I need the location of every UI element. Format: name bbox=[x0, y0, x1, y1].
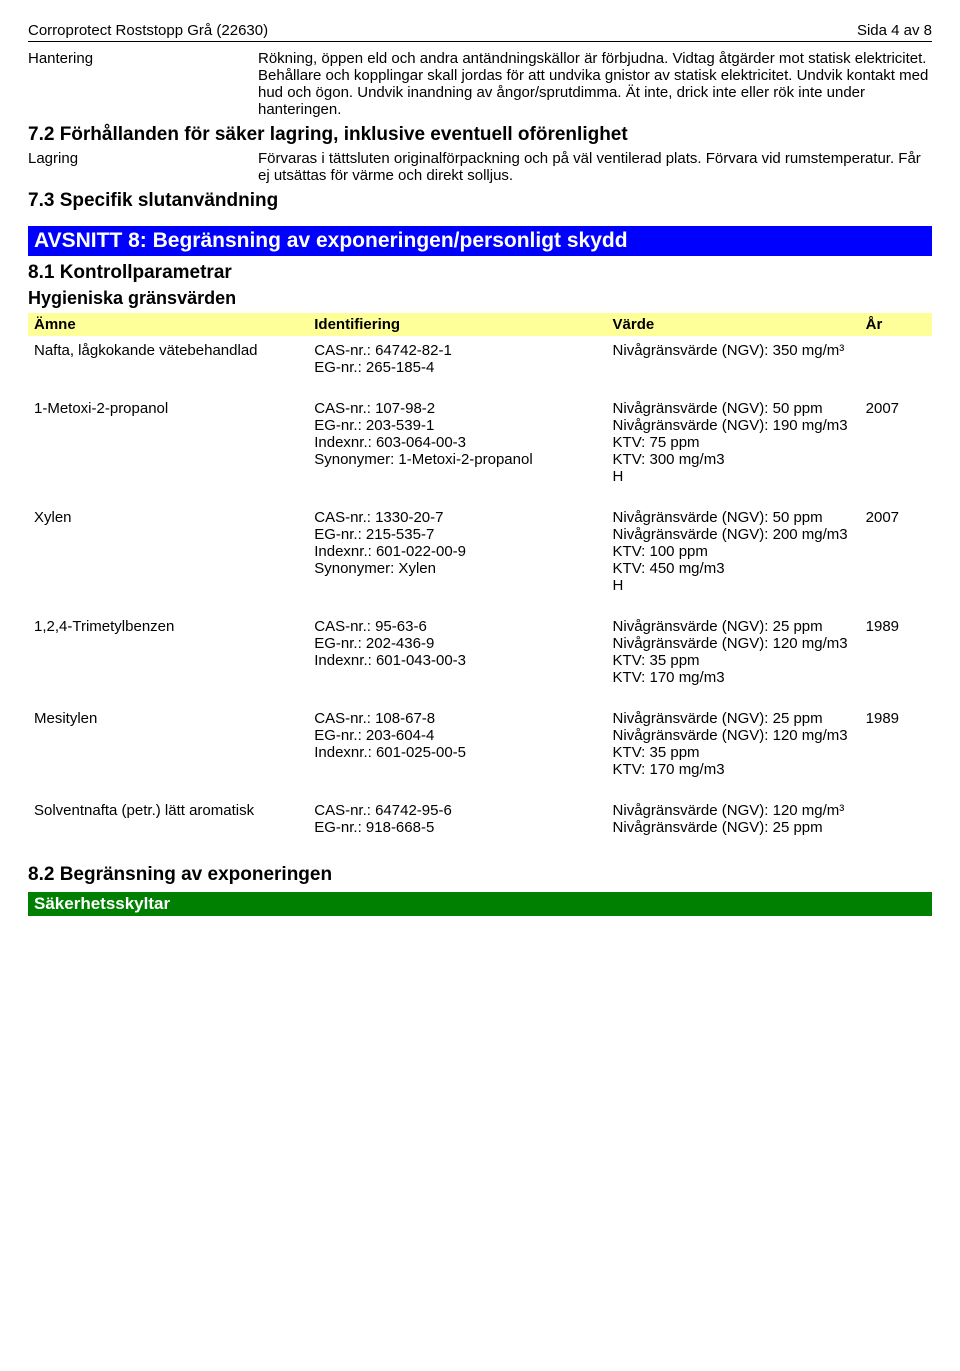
cell-amne: Xylen bbox=[28, 503, 308, 612]
cell-ar: 1989 bbox=[860, 612, 932, 704]
page-header: Corroprotect Roststopp Grå (22630) Sida … bbox=[28, 22, 932, 42]
cell-ar: 2007 bbox=[860, 503, 932, 612]
cell-val: Nivågränsvärde (NGV): 50 ppm Nivågränsvä… bbox=[607, 503, 860, 612]
section-8-1-title: 8.1 Kontrollparametrar bbox=[28, 262, 932, 284]
safety-signs-title: Säkerhetsskyltar bbox=[28, 892, 932, 916]
cell-val: Nivågränsvärde (NGV): 25 ppm Nivågränsvä… bbox=[607, 612, 860, 704]
lagring-row: Lagring Förvaras i tättsluten originalfö… bbox=[28, 150, 932, 184]
hantering-text: Rökning, öppen eld och andra antändnings… bbox=[258, 50, 932, 118]
cell-id: CAS-nr.: 64742-95-6 EG-nr.: 918-668-5 bbox=[308, 796, 606, 854]
cell-id: CAS-nr.: 95-63-6 EG-nr.: 202-436-9 Index… bbox=[308, 612, 606, 704]
th-id: Identifiering bbox=[308, 313, 606, 336]
cell-ar bbox=[860, 796, 932, 854]
table-row: Nafta, lågkokande vätebehandladCAS-nr.: … bbox=[28, 336, 932, 394]
section-8-2-title: 8.2 Begränsning av exponeringen bbox=[28, 864, 932, 886]
hantering-row: Hantering Rökning, öppen eld och andra a… bbox=[28, 50, 932, 118]
th-amne: Ämne bbox=[28, 313, 308, 336]
cell-amne: 1,2,4-Trimetylbenzen bbox=[28, 612, 308, 704]
section-7-3-title: 7.3 Specifik slutanvändning bbox=[28, 190, 932, 212]
lagring-text: Förvaras i tättsluten originalförpacknin… bbox=[258, 150, 932, 184]
cell-id: CAS-nr.: 64742-82-1 EG-nr.: 265-185-4 bbox=[308, 336, 606, 394]
cell-amne: Mesitylen bbox=[28, 704, 308, 796]
cell-val: Nivågränsvärde (NGV): 350 mg/m³ bbox=[607, 336, 860, 394]
cell-ar: 1989 bbox=[860, 704, 932, 796]
table-header-row: Ämne Identifiering Värde År bbox=[28, 313, 932, 336]
cell-val: Nivågränsvärde (NGV): 50 ppm Nivågränsvä… bbox=[607, 394, 860, 503]
hantering-label: Hantering bbox=[28, 50, 258, 118]
section-7-2-title: 7.2 Förhållanden för säker lagring, inkl… bbox=[28, 124, 932, 146]
table-row: 1-Metoxi-2-propanolCAS-nr.: 107-98-2 EG-… bbox=[28, 394, 932, 503]
avsnitt-8-title: AVSNITT 8: Begränsning av exponeringen/p… bbox=[28, 226, 932, 256]
cell-id: CAS-nr.: 1330-20-7 EG-nr.: 215-535-7 Ind… bbox=[308, 503, 606, 612]
table-row: 1,2,4-TrimetylbenzenCAS-nr.: 95-63-6 EG-… bbox=[28, 612, 932, 704]
limits-table: Ämne Identifiering Värde År Nafta, lågko… bbox=[28, 313, 932, 854]
table-row: XylenCAS-nr.: 1330-20-7 EG-nr.: 215-535-… bbox=[28, 503, 932, 612]
section-8-1-subtitle: Hygieniska gränsvärden bbox=[28, 288, 932, 309]
cell-amne: 1-Metoxi-2-propanol bbox=[28, 394, 308, 503]
cell-id: CAS-nr.: 108-67-8 EG-nr.: 203-604-4 Inde… bbox=[308, 704, 606, 796]
cell-ar bbox=[860, 336, 932, 394]
doc-title: Corroprotect Roststopp Grå (22630) bbox=[28, 22, 268, 39]
cell-amne: Solventnafta (petr.) lätt aromatisk bbox=[28, 796, 308, 854]
page-number: Sida 4 av 8 bbox=[857, 22, 932, 39]
cell-val: Nivågränsvärde (NGV): 120 mg/m³ Nivågrän… bbox=[607, 796, 860, 854]
table-row: Solventnafta (petr.) lätt aromatiskCAS-n… bbox=[28, 796, 932, 854]
cell-id: CAS-nr.: 107-98-2 EG-nr.: 203-539-1 Inde… bbox=[308, 394, 606, 503]
cell-amne: Nafta, lågkokande vätebehandlad bbox=[28, 336, 308, 394]
table-row: MesitylenCAS-nr.: 108-67-8 EG-nr.: 203-6… bbox=[28, 704, 932, 796]
lagring-label: Lagring bbox=[28, 150, 258, 184]
cell-val: Nivågränsvärde (NGV): 25 ppm Nivågränsvä… bbox=[607, 704, 860, 796]
th-ar: År bbox=[860, 313, 932, 336]
th-val: Värde bbox=[607, 313, 860, 336]
cell-ar: 2007 bbox=[860, 394, 932, 503]
